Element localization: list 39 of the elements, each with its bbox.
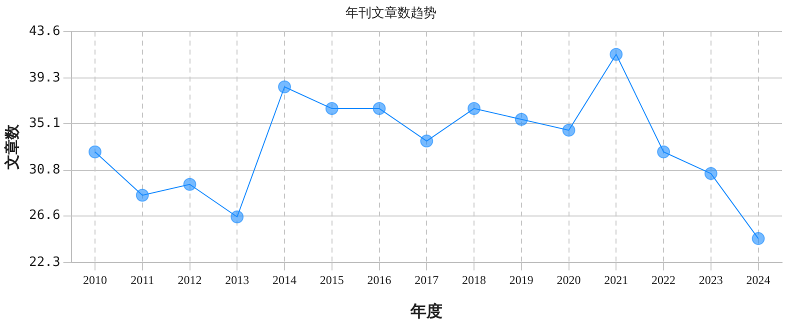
x-tick-label: 2024 (746, 272, 770, 287)
x-tick-label: 2012 (178, 272, 202, 287)
x-tick-label: 2017 (414, 272, 439, 287)
point (230, 210, 244, 224)
point (468, 102, 481, 116)
x-axis-title: 年度 (410, 302, 443, 321)
x-tick-label: 2010 (82, 272, 107, 287)
chart-title: 年刊文章数趋势 (346, 5, 436, 20)
x-tick-label: 2019 (509, 272, 534, 287)
x-tick-label: 2023 (698, 272, 723, 287)
y-tick-label: 30.8 (28, 162, 60, 178)
point (704, 167, 718, 180)
point (278, 80, 292, 94)
y-axis-title: 文章数 (2, 124, 21, 170)
point (562, 124, 576, 137)
point (183, 178, 196, 191)
x-tick-label: 2014 (272, 272, 297, 287)
x-tick-label: 2018 (462, 272, 486, 287)
point (420, 134, 434, 148)
point (88, 145, 102, 158)
point (657, 145, 670, 158)
y-tick-label: 43.6 (28, 24, 60, 39)
x-tick-label: 2022 (652, 272, 676, 287)
point (752, 232, 765, 246)
y-tick-label: 26.6 (28, 208, 60, 224)
y-tick-label: 35.1 (28, 116, 60, 132)
point (372, 102, 386, 116)
point (325, 102, 338, 116)
x-tick-label: 2020 (556, 272, 581, 287)
x-tick-label: 2011 (130, 272, 154, 287)
point (514, 112, 528, 126)
x-tick-label: 2016 (367, 272, 392, 287)
point (610, 48, 623, 61)
y-tick-label: 22.3 (28, 254, 60, 270)
x-tick-label: 2013 (225, 272, 250, 287)
point (136, 188, 149, 202)
y-tick-label: 39.3 (28, 70, 60, 86)
x-tick-label: 2021 (604, 272, 628, 287)
x-tick-label: 2015 (320, 272, 344, 287)
